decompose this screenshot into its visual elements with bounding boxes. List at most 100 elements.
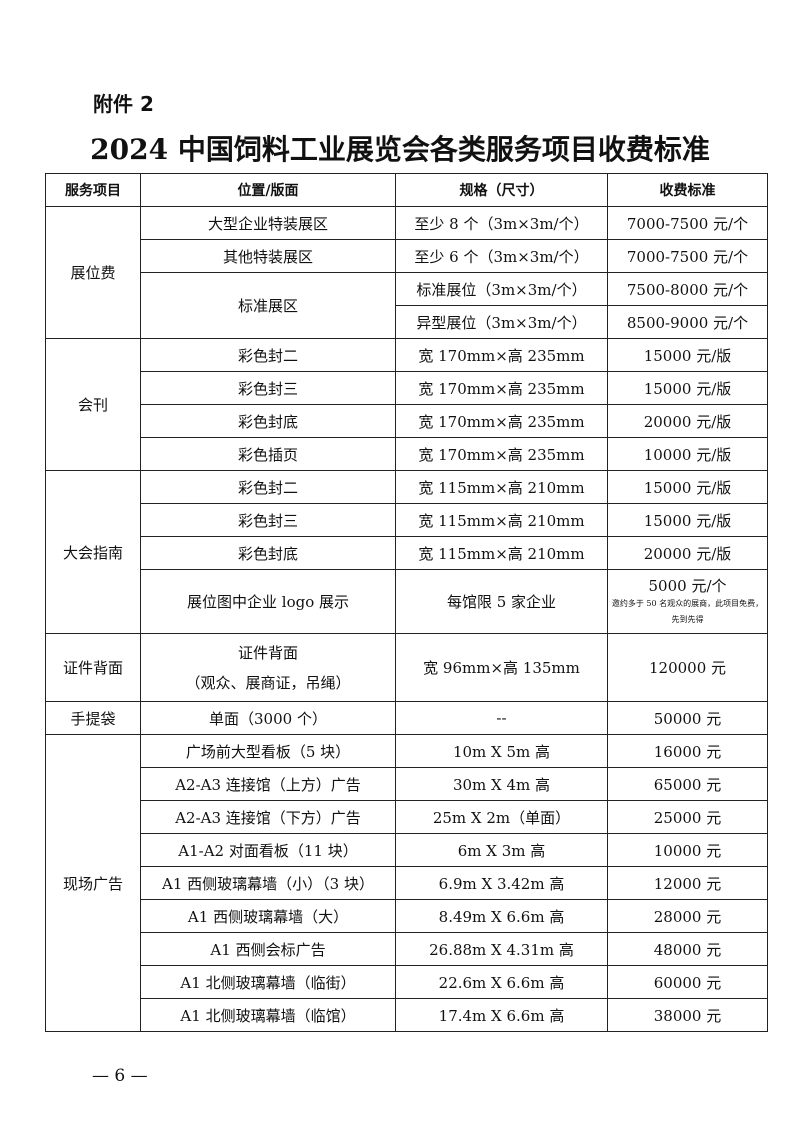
spec-cell: 每馆限 5 家企业 bbox=[395, 569, 608, 634]
service-item-cell: 现场广告 bbox=[45, 734, 141, 1032]
spec-cell: 22.6m X 6.6m 高 bbox=[395, 965, 608, 999]
table-row: A1 西侧会标广告 26.88m X 4.31m 高 48000 元 bbox=[46, 932, 768, 966]
spec-cell: 10m X 5m 高 bbox=[395, 734, 608, 768]
position-line: 证件背面 bbox=[237, 643, 298, 662]
fee-cell: 28000 元 bbox=[607, 899, 768, 933]
table-row: 手提袋 单面（3000 个） -- 50000 元 bbox=[45, 701, 768, 735]
table-row: 其他特装展区 至少 6 个（3m×3m/个） 7000-7500 元/个 bbox=[46, 239, 768, 273]
fee-cell: 10000 元/版 bbox=[607, 437, 768, 471]
spec-cell: 宽 170mm×高 235mm bbox=[395, 404, 608, 438]
position-cell: 标准展区 bbox=[140, 272, 396, 339]
spec-cell: 异型展位（3m×3m/个） bbox=[395, 305, 608, 339]
fee-cell: 16000 元 bbox=[607, 734, 768, 768]
table-row: 展位费 大型企业特装展区 至少 8 个（3m×3m/个） 7000-7500 元/个 bbox=[45, 206, 768, 339]
position-cell: A1 西侧玻璃幕墙（大） bbox=[140, 899, 396, 933]
position-cell: 展位图中企业 logo 展示 bbox=[140, 569, 396, 634]
table-row: 标准展区 标准展位（3m×3m/个） 7500-8000 元/个 bbox=[46, 272, 768, 339]
header-cell: 规格（尺寸） bbox=[395, 173, 608, 207]
position-cell: A1 西侧会标广告 bbox=[140, 932, 396, 966]
spec-cell: 标准展位（3m×3m/个） bbox=[395, 272, 608, 306]
position-cell: 广场前大型看板（5 块） bbox=[140, 734, 396, 768]
header-cell: 收费标准 bbox=[607, 173, 768, 207]
position-cell: A1 北侧玻璃幕墙（临街） bbox=[140, 965, 396, 999]
spec-cell: 6m X 3m 高 bbox=[395, 833, 608, 867]
table-row: A1 北侧玻璃幕墙（临馆） 17.4m X 6.6m 高 38000 元 bbox=[46, 998, 768, 1032]
fee-cell: 15000 元/版 bbox=[607, 470, 768, 504]
position-cell: 证件背面 （观众、展商证，吊绳） bbox=[140, 633, 396, 702]
spec-cell: 宽 115mm×高 210mm bbox=[395, 503, 608, 537]
table-row: 大会指南 彩色封二宽 115mm×高 210mm 15000 元/版 bbox=[45, 470, 768, 634]
table-row: 彩色封底宽 170mm×高 235mm 20000 元/版 bbox=[46, 404, 768, 438]
fee-value: 5000 元/个 bbox=[648, 576, 727, 595]
position-cell: 大型企业特装展区 bbox=[140, 206, 396, 240]
annex-label: 附件 2 bbox=[93, 92, 154, 116]
spec-cell: 宽 115mm×高 210mm bbox=[395, 470, 608, 504]
table-row: A1 北侧玻璃幕墙（临街） 22.6m X 6.6m 高 60000 元 bbox=[46, 965, 768, 999]
table-row: 会刊 彩色封二宽 170mm×高 235mm 15000 元/版 bbox=[45, 338, 768, 471]
service-item-cell: 证件背面 bbox=[45, 633, 141, 702]
fee-cell: 5000 元/个 邀约多于 50 名观众的展商，此项目免费，先到先得 bbox=[607, 569, 768, 634]
header-cell: 位置/版面 bbox=[140, 173, 396, 207]
spec-cell: 17.4m X 6.6m 高 bbox=[395, 998, 608, 1032]
spec-cell: 25m X 2m（单面） bbox=[395, 800, 608, 834]
table-row: A1 西侧玻璃幕墙（小）（3 块） 6.9m X 3.42m 高 12000 元 bbox=[46, 866, 768, 900]
table-header-row: 服务项目 位置/版面 规格（尺寸） 收费标准 bbox=[45, 173, 768, 207]
spec-cell: 30m X 4m 高 bbox=[395, 767, 608, 801]
fee-cell: 20000 元/版 bbox=[607, 536, 768, 570]
spec-cell: 宽 96mm×高 135mm bbox=[395, 633, 608, 702]
fee-cell: 7000-7500 元/个 bbox=[607, 206, 768, 240]
position-cell: 彩色封二 bbox=[140, 470, 396, 504]
position-cell: 彩色封底 bbox=[140, 536, 396, 570]
service-item-cell: 展位费 bbox=[45, 206, 141, 339]
header-cell: 服务项目 bbox=[45, 173, 141, 207]
spec-cell: 宽 170mm×高 235mm bbox=[395, 371, 608, 405]
table-row: A1 西侧玻璃幕墙（大） 8.49m X 6.6m 高 28000 元 bbox=[46, 899, 768, 933]
spec-cell: 宽 115mm×高 210mm bbox=[395, 536, 608, 570]
position-cell: A1-A2 对面看板（11 块） bbox=[140, 833, 396, 867]
fee-cell: 10000 元 bbox=[607, 833, 768, 867]
table-row: A2-A3 连接馆（上方）广告 30m X 4m 高 65000 元 bbox=[46, 767, 768, 801]
table-row: 彩色插页宽 170mm×高 235mm 10000 元/版 bbox=[46, 437, 768, 471]
fee-cell: 48000 元 bbox=[607, 932, 768, 966]
fee-cell: 38000 元 bbox=[607, 998, 768, 1032]
service-item-cell: 大会指南 bbox=[45, 470, 141, 634]
table-row: A1-A2 对面看板（11 块） 6m X 3m 高 10000 元 bbox=[46, 833, 768, 867]
table-row: 彩色封三宽 115mm×高 210mm 15000 元/版 bbox=[46, 503, 768, 537]
table-row: 异型展位（3m×3m/个） 8500-9000 元/个 bbox=[46, 305, 768, 339]
position-cell: 彩色封底 bbox=[140, 404, 396, 438]
spec-cell: 6.9m X 3.42m 高 bbox=[395, 866, 608, 900]
position-cell: A2-A3 连接馆（上方）广告 bbox=[140, 767, 396, 801]
table-row: 现场广告 广场前大型看板（5 块） 10m X 5m 高 16000 元 bbox=[45, 734, 768, 1032]
page-number: — 6 — bbox=[92, 1066, 148, 1086]
fee-cell: 50000 元 bbox=[607, 701, 768, 735]
fee-cell: 7500-8000 元/个 bbox=[607, 272, 768, 306]
service-item-cell: 会刊 bbox=[45, 338, 141, 471]
fee-cell: 15000 元/版 bbox=[607, 371, 768, 405]
spec-cell: 至少 8 个（3m×3m/个） bbox=[395, 206, 608, 240]
service-item-cell: 手提袋 bbox=[45, 701, 141, 735]
position-cell: 彩色插页 bbox=[140, 437, 396, 471]
position-cell: 彩色封三 bbox=[140, 503, 396, 537]
fee-cell: 15000 元/版 bbox=[607, 338, 768, 372]
table-row: 彩色封底宽 115mm×高 210mm 20000 元/版 bbox=[46, 536, 768, 570]
fee-cell: 25000 元 bbox=[607, 800, 768, 834]
spec-cell: 26.88m X 4.31m 高 bbox=[395, 932, 608, 966]
table-row: 彩色封三宽 170mm×高 235mm 15000 元/版 bbox=[46, 371, 768, 405]
position-cell: A2-A3 连接馆（下方）广告 bbox=[140, 800, 396, 834]
fee-table: 服务项目 位置/版面 规格（尺寸） 收费标准 展位费 大型企业特装展区 至少 8 个… bbox=[45, 173, 768, 1032]
position-line: （观众、展商证，吊绳） bbox=[185, 673, 351, 692]
spec-cell: 至少 6 个（3m×3m/个） bbox=[395, 239, 608, 273]
position-cell: 彩色封三 bbox=[140, 371, 396, 405]
position-cell: 其他特装展区 bbox=[140, 239, 396, 273]
fee-cell: 120000 元 bbox=[607, 633, 768, 702]
spec-cell: -- bbox=[395, 701, 608, 735]
fee-cell: 60000 元 bbox=[607, 965, 768, 999]
position-cell: A1 北侧玻璃幕墙（临馆） bbox=[140, 998, 396, 1032]
position-cell: 单面（3000 个） bbox=[140, 701, 396, 735]
fee-cell: 8500-9000 元/个 bbox=[607, 305, 768, 339]
fee-cell: 15000 元/版 bbox=[607, 503, 768, 537]
table-row: 证件背面 证件背面 （观众、展商证，吊绳） 宽 96mm×高 135mm 120000 … bbox=[45, 633, 768, 702]
fee-cell: 12000 元 bbox=[607, 866, 768, 900]
fee-cell: 65000 元 bbox=[607, 767, 768, 801]
document-title: 2024 中国饲料工业展览会各类服务项目收费标准 bbox=[90, 133, 710, 166]
